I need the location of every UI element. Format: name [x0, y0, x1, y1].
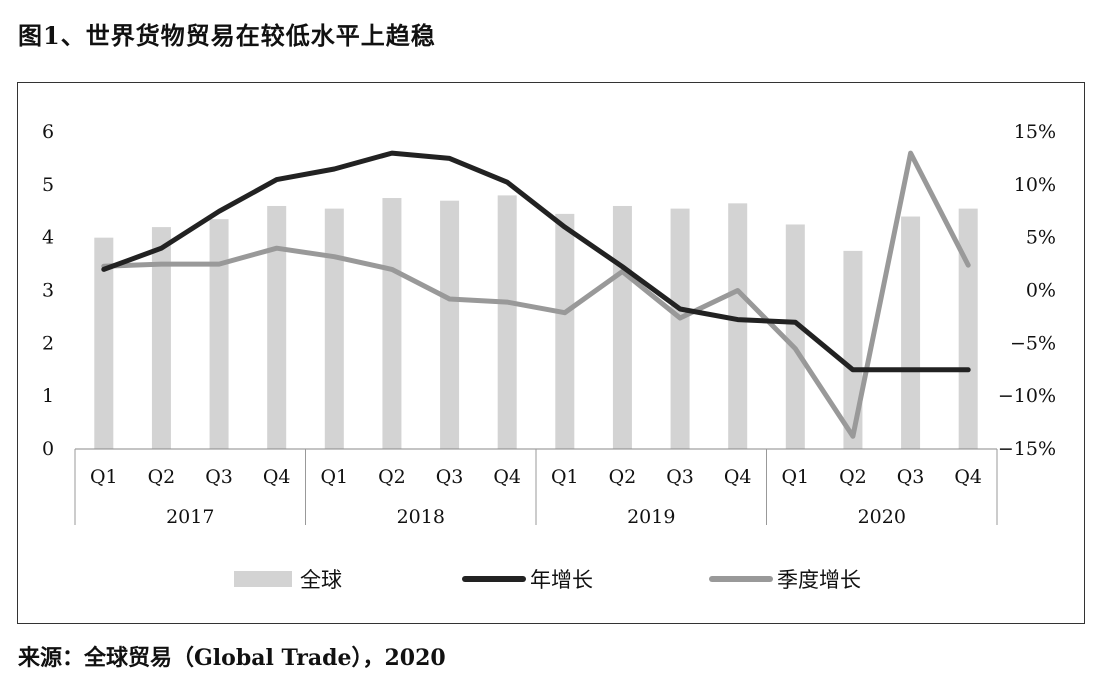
bar-global: [612, 205, 632, 449]
year-label: 2018: [397, 506, 445, 528]
quarter-label: Q2: [609, 466, 637, 488]
quarter-label: Q3: [666, 466, 694, 488]
left-axis-tick-label: 0: [42, 438, 54, 460]
quarter-label: Q4: [724, 466, 752, 488]
legend-label-quarterly-growth: 季度增长: [777, 568, 861, 592]
right-axis-tick-label: −15%: [998, 438, 1056, 460]
quarter-label: Q2: [378, 466, 406, 488]
left-axis-tick-label: 5: [42, 174, 54, 196]
bar-global: [151, 227, 171, 449]
quarter-label: Q2: [839, 466, 867, 488]
source-note: 来源：全球贸易（Global Trade），2020: [18, 645, 446, 671]
left-axis-tick-label: 4: [42, 227, 54, 249]
quarter-label: Q4: [263, 466, 291, 488]
right-axis-tick-label: 10%: [1014, 174, 1056, 196]
bar-global: [324, 208, 344, 449]
bar-global: [209, 219, 229, 449]
quarter-label: Q4: [493, 466, 521, 488]
bar-global: [94, 237, 114, 449]
bar-global: [555, 213, 575, 449]
bar-global: [785, 224, 805, 449]
left-axis-tick-label: 3: [42, 280, 54, 302]
legend-swatch-global: [234, 571, 292, 587]
right-axis-tick-label: −10%: [998, 385, 1056, 407]
figure-title: 图1、世界货物贸易在较低水平上趋稳: [18, 21, 436, 50]
bar-global: [843, 250, 863, 449]
quarter-label: Q3: [205, 466, 233, 488]
chart-svg: 0 1 2 3 4 5 6 −15% −10% −5% 0% 5% 10% 15% Q1 Q2 Q3 Q4 Q1 Q2…: [42, 121, 1056, 592]
bar-global: [440, 200, 460, 449]
year-label: 2020: [858, 506, 906, 528]
left-axis-tick-label: 1: [42, 385, 54, 407]
left-axis-tick-label: 6: [42, 121, 54, 143]
series-line-quarterly-growth: [101, 150, 971, 439]
right-axis-tick-label: 15%: [1014, 121, 1056, 143]
bar-global: [497, 195, 517, 449]
quarter-label: Q3: [897, 466, 925, 488]
quarter-label: Q3: [436, 466, 464, 488]
right-axis-tick-label: 5%: [1026, 227, 1056, 249]
left-axis-tick-label: 2: [42, 332, 54, 354]
year-label: 2019: [627, 506, 675, 528]
bar-global: [267, 205, 287, 449]
bar-global: [958, 208, 978, 449]
year-label: 2017: [166, 506, 214, 528]
quarter-label: Q1: [781, 466, 809, 488]
bar-global: [728, 203, 748, 449]
right-axis-tick-label: 0%: [1026, 280, 1056, 302]
legend-label-global: 全球: [300, 568, 342, 592]
quarter-label: Q1: [320, 466, 348, 488]
quarter-label: Q4: [954, 466, 982, 488]
right-axis-tick-label: −5%: [1010, 332, 1056, 354]
bar-global: [901, 216, 921, 449]
chart-frame: 0 1 2 3 4 5 6 −15% −10% −5% 0% 5% 10% 15% Q1 Q2 Q3 Q4 Q1 Q2…: [17, 82, 1085, 624]
quarter-label: Q1: [551, 466, 579, 488]
series-line-annual-growth: [101, 150, 971, 373]
quarter-label: Q1: [90, 466, 118, 488]
bar-global: [670, 208, 690, 449]
quarter-label: Q2: [148, 466, 176, 488]
bar-global: [382, 198, 402, 449]
legend-label-annual-growth: 年增长: [530, 568, 593, 592]
